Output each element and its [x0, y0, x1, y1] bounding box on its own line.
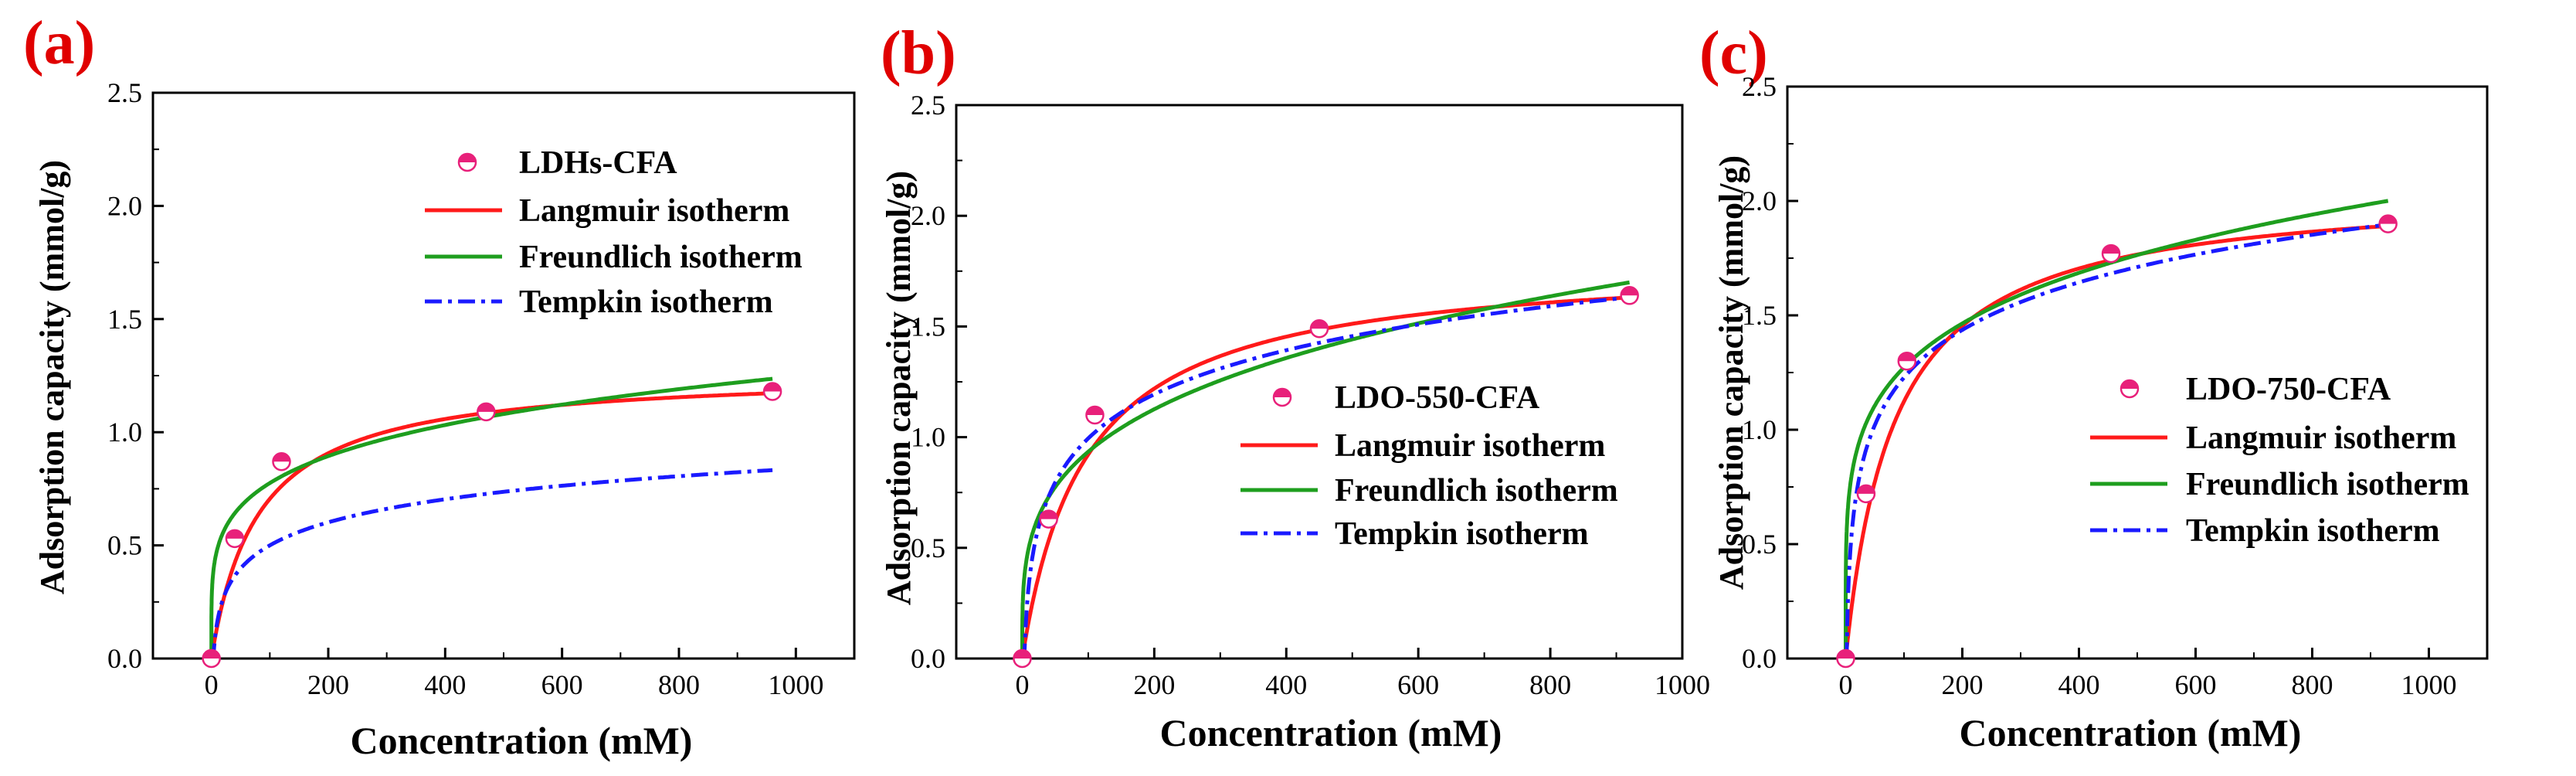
langmuir-fit-line — [1020, 295, 1630, 659]
data-point-fill — [1040, 510, 1057, 519]
panel-c: (c) 0 200 400 600 800 10000.00.51.01.52.02.5 … — [1699, 19, 2489, 754]
legend-langmuir-label: Langmuir isotherm — [519, 193, 789, 229]
x-tick-label: 0 — [205, 669, 219, 700]
x-tick-label: 600 — [2175, 669, 2217, 700]
y-tick-label: 0.0 — [911, 643, 945, 674]
tempkin-fit-line — [211, 468, 773, 661]
plot-area: 0 200 400 600 800 1000 0.0 0.5 1.0 1.5 2.0 2.5 — [1742, 71, 2489, 700]
y-tick-label: 2.5 — [107, 77, 142, 108]
x-tick-label: 800 — [1529, 669, 1571, 700]
y-tick-label: 1.5 — [107, 304, 142, 335]
x-tick-label: 200 — [1942, 669, 1984, 700]
legend-tempkin-label: Tempkin isotherm — [519, 284, 773, 320]
tempkin-fit-line — [1845, 222, 2388, 661]
legend-tempkin-label: Tempkin isotherm — [1335, 516, 1589, 552]
panel-label: (a) — [23, 9, 95, 77]
freundlich-fit-line — [1020, 280, 1630, 659]
legend-marker-fill — [2121, 380, 2138, 389]
x-axis-title: Concentration (mM) — [1960, 711, 2302, 754]
y-axis-title: Adsorption capacity (mmol/g) — [880, 171, 918, 605]
x-tick-label: 0 — [1015, 669, 1029, 700]
legend: LDO-550-CFA Langmuir isotherm Freundlich… — [1240, 380, 1618, 552]
plot-area: 0 200 400 600 800 1000 0.0 0.5 1.0 1.5 2.0 2.5 — [911, 90, 1710, 700]
y-tick-label: 1.5 — [911, 311, 945, 342]
x-tick-label: 800 — [658, 669, 700, 700]
x-tick-label: 400 — [424, 669, 466, 700]
legend: LDHs-CFA Langmuir isotherm Freundlich is… — [425, 145, 803, 320]
legend-langmuir-label: Langmuir isotherm — [1335, 428, 1605, 464]
data-point-fill — [1311, 320, 1328, 329]
y-tick-label: 0.0 — [107, 643, 142, 674]
legend-tempkin-label: Tempkin isotherm — [2186, 513, 2440, 549]
data-point-fill — [1837, 650, 1855, 659]
plot-area: 0 200 400 600 800 1000 0.0 0.5 1.0 1.5 2.0 2.5 — [107, 77, 856, 700]
y-tick-label: 1.5 — [1742, 300, 1777, 331]
x-tick-label: 1000 — [2401, 669, 2457, 700]
data-point-fill — [1013, 650, 1031, 659]
x-tick-label: 400 — [2058, 669, 2100, 700]
langmuir-fit-line — [209, 391, 773, 659]
data-point-fill — [1898, 352, 1916, 362]
x-tick-label: 600 — [541, 669, 583, 700]
panel-a: (a) 0 200 400 600 800 10000.00.51.01.52.02.5 … — [23, 9, 856, 762]
panel-b: (b) 0 200 400 600 800 10000.00.51.01.52.02.5 … — [880, 19, 1710, 754]
data-point-fill — [2379, 215, 2397, 224]
x-tick-label: 200 — [307, 669, 349, 700]
y-tick-label: 1.0 — [107, 417, 142, 448]
x-axis-title: Concentration (mM) — [1160, 711, 1502, 754]
data-point-fill — [273, 453, 290, 462]
y-tick-label: 0.5 — [107, 530, 142, 561]
legend-marker-fill — [459, 154, 476, 162]
x-tick-label: 200 — [1133, 669, 1175, 700]
x-tick-label: 1000 — [1655, 669, 1710, 700]
data-point-fill — [477, 403, 495, 412]
x-tick-label: 0 — [1839, 669, 1853, 700]
y-tick-label: 2.0 — [1742, 185, 1777, 216]
x-tick-label: 800 — [2292, 669, 2333, 700]
y-tick-label: 2.0 — [911, 200, 945, 231]
panel-label: (b) — [881, 19, 956, 87]
legend-marker-fill — [1274, 389, 1291, 397]
legend: LDO-750-CFA Langmuir isotherm Freundlich… — [2090, 372, 2469, 549]
legend-sample-name: LDHs-CFA — [519, 145, 677, 181]
freundlich-fit-line — [209, 376, 773, 659]
data-point-fill — [2103, 245, 2120, 254]
legend-freundlich-label: Freundlich isotherm — [2186, 467, 2469, 502]
y-tick-label: 0.5 — [911, 533, 945, 563]
data-point-fill — [1621, 287, 1638, 296]
x-tick-label: 600 — [1397, 669, 1439, 700]
plot-frame — [955, 104, 1684, 660]
legend-langmuir-label: Langmuir isotherm — [2186, 420, 2456, 456]
legend-sample-name: LDO-750-CFA — [2186, 372, 2391, 407]
data-point-fill — [226, 529, 243, 539]
y-tick-label: 1.0 — [911, 422, 945, 453]
x-tick-label: 400 — [1265, 669, 1307, 700]
freundlich-fit-line — [1844, 199, 2389, 659]
data-point-fill — [1086, 406, 1104, 415]
data-point-fill — [202, 650, 220, 659]
y-tick-label: 0.5 — [1742, 529, 1777, 560]
y-tick-label: 2.5 — [911, 90, 945, 121]
x-axis-title: Concentration (mM) — [351, 719, 693, 762]
y-tick-label: 1.0 — [1742, 414, 1777, 445]
y-tick-label: 2.0 — [107, 190, 142, 221]
y-tick-label: 0.0 — [1742, 643, 1777, 674]
panel-label: (c) — [1699, 19, 1768, 87]
y-axis-title: Adsorption capacity (mmol/g) — [33, 160, 71, 594]
legend-sample-name: LDO-550-CFA — [1335, 380, 1540, 416]
data-point-fill — [764, 383, 782, 392]
x-tick-label: 1000 — [768, 669, 823, 700]
legend-freundlich-label: Freundlich isotherm — [1335, 473, 1618, 509]
y-tick-label: 2.5 — [1742, 71, 1777, 102]
legend-freundlich-label: Freundlich isotherm — [519, 240, 803, 275]
y-axis-title: Adsorption capacity (mmol/g) — [1712, 155, 1750, 590]
data-point-fill — [1857, 485, 1875, 494]
plot-frame — [151, 91, 856, 660]
